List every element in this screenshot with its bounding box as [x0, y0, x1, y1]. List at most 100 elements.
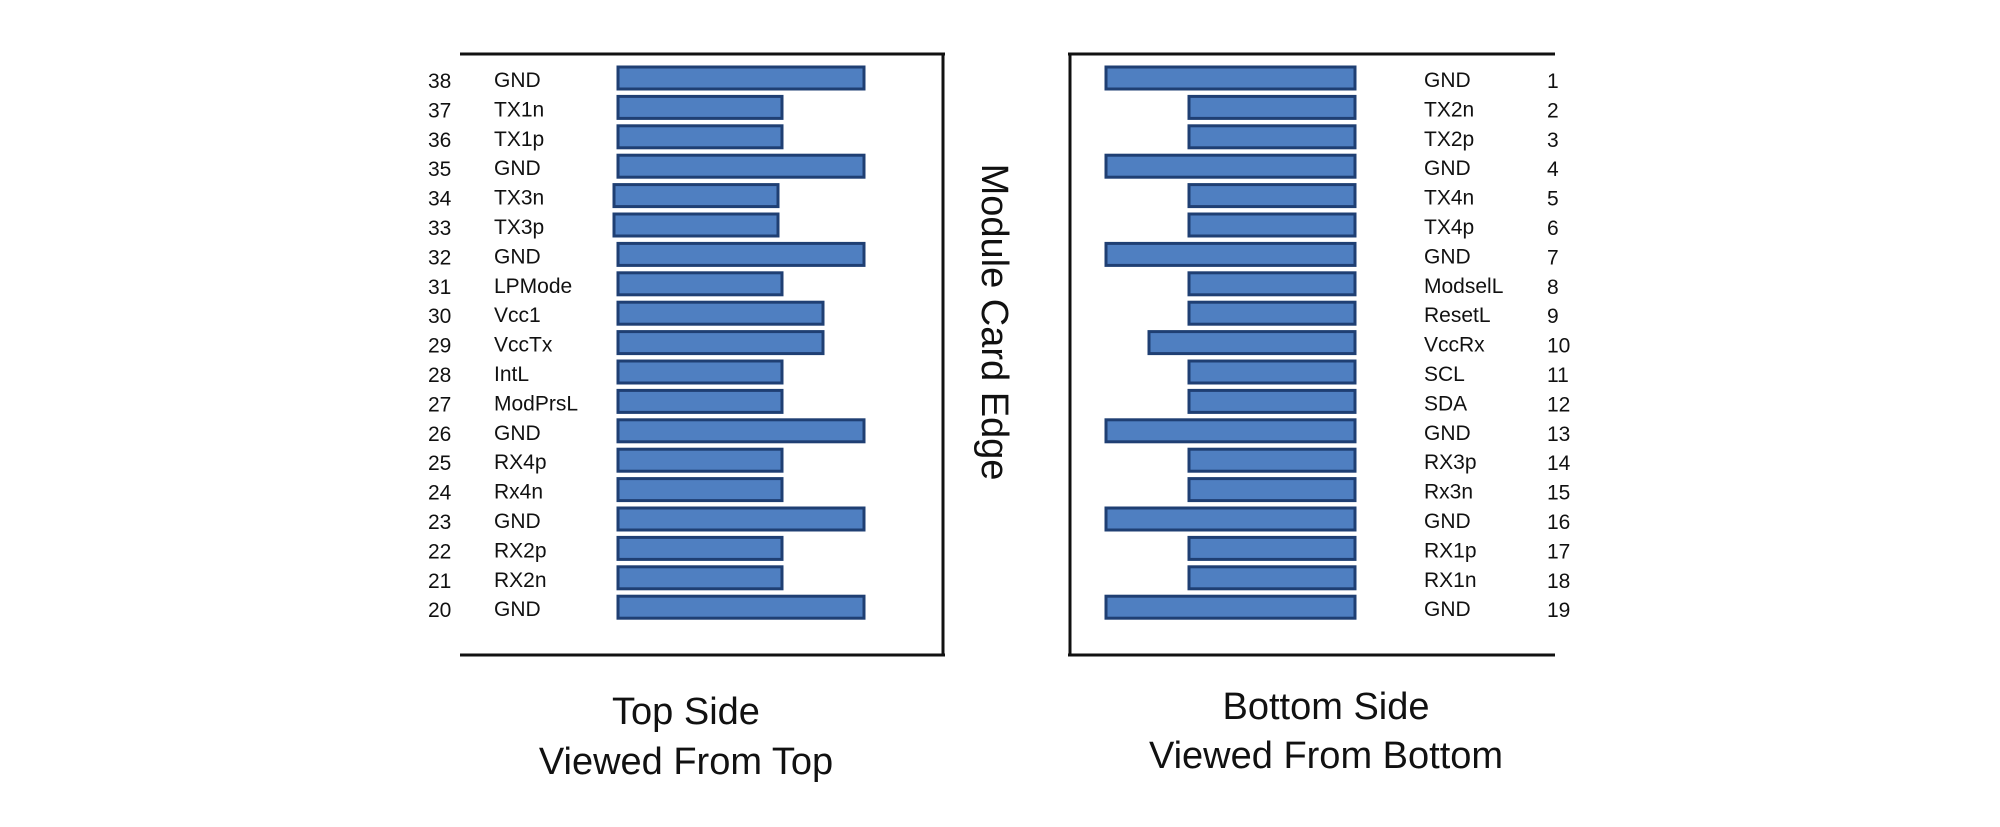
bottom-pin-row: RX1n 18 [1187, 565, 1570, 593]
bottom-pin-number: 13 [1547, 423, 1570, 446]
bottom-pin-pad [1187, 183, 1357, 209]
top-pin-number: 36 [428, 129, 451, 152]
bottom-pin-signal: SDA [1424, 392, 1467, 415]
bottom-pin-number: 6 [1547, 217, 1559, 240]
bottom-pin-signal: ModselL [1424, 275, 1503, 298]
bottom-pin-pad [1187, 124, 1357, 150]
bottom-pin-row: SDA 12 [1187, 388, 1570, 416]
top-pin-pad [616, 241, 866, 267]
top-pin-number: 22 [428, 540, 451, 563]
bottom-pin-row: GND 13 [1104, 418, 1570, 446]
bottom-pin-row: VccRx 10 [1147, 330, 1570, 358]
top-pin-row: 23 GND [428, 506, 866, 534]
bottom-pin-signal: SCL [1424, 363, 1465, 386]
top-pin-signal: TX1n [494, 98, 544, 121]
top-pin-row: 29 VccTx [428, 330, 825, 358]
bottom-pin-pad [1187, 212, 1357, 238]
top-pin-signal: GND [494, 422, 541, 445]
bottom-pin-number: 1 [1547, 70, 1559, 93]
bottom-pin-pad [1187, 94, 1357, 120]
bottom-side-pin-list: GND 1 TX2n 2 TX2p 3 GND 4 TX4n 5 TX4p 6 GND 7 ModselL 8… [1104, 65, 1571, 622]
bottom-pin-row: GND 1 [1104, 65, 1559, 93]
bottom-pin-pad [1104, 241, 1357, 267]
top-pin-pad [616, 535, 784, 561]
bottom-pin-pad [1187, 388, 1357, 414]
top-pin-row: 32 GND [428, 241, 866, 269]
bottom-pin-row: TX2p 3 [1187, 124, 1559, 152]
bottom-pin-signal: GND [1424, 69, 1471, 92]
bottom-pin-number: 5 [1547, 188, 1559, 211]
top-pin-number: 29 [428, 335, 451, 358]
bottom-pin-signal: TX2p [1424, 128, 1474, 151]
top-pin-pad [616, 359, 784, 385]
bottom-pin-signal: TX4p [1424, 216, 1474, 239]
bottom-pin-row: TX2n 2 [1187, 94, 1559, 122]
bottom-side-caption-line2: Viewed From Bottom [1149, 735, 1503, 777]
top-pin-number: 21 [428, 570, 451, 593]
top-pin-row: 34 TX3n [428, 183, 780, 211]
bottom-pin-pad [1187, 565, 1357, 591]
bottom-pin-row: RX3p 14 [1187, 447, 1571, 475]
bottom-pin-signal: GND [1424, 510, 1471, 533]
top-pin-number: 38 [428, 70, 451, 93]
top-pin-row: 33 TX3p [428, 212, 780, 240]
top-pin-pad [616, 124, 784, 150]
top-pin-signal: RX2p [494, 539, 547, 562]
module-card-edge-label: Module Card Edge [973, 164, 1015, 481]
top-pin-number: 20 [428, 599, 451, 622]
top-pin-signal: TX3n [494, 187, 544, 210]
top-pin-signal: RX4p [494, 451, 547, 474]
top-side-caption-line1: Top Side [612, 691, 760, 733]
top-pin-row: 30 Vcc1 [428, 300, 825, 328]
top-side-frame [460, 52, 945, 657]
top-pin-number: 31 [428, 276, 451, 299]
top-pin-pad [616, 300, 825, 326]
bottom-pin-pad [1187, 535, 1357, 561]
bottom-pin-signal: RX1n [1424, 569, 1477, 592]
top-pin-row: 31 LPMode [428, 271, 784, 299]
bottom-pin-number: 2 [1547, 99, 1559, 122]
top-pin-signal: GND [494, 69, 541, 92]
bottom-pin-number: 10 [1547, 335, 1570, 358]
bottom-pin-signal: GND [1424, 157, 1471, 180]
top-pin-pad [616, 388, 784, 414]
bottom-pin-number: 9 [1547, 305, 1559, 328]
top-pin-number: 37 [428, 99, 451, 122]
top-pin-row: 20 GND [428, 594, 866, 622]
top-pin-signal: GND [494, 510, 541, 533]
bottom-side-caption-line1: Bottom Side [1223, 686, 1430, 728]
top-pin-pad [616, 506, 866, 532]
bottom-pin-pad [1104, 506, 1357, 532]
top-pin-number: 32 [428, 246, 451, 269]
top-pin-pad [616, 565, 784, 591]
top-pin-row: 35 GND [428, 153, 866, 181]
top-pin-row: 28 IntL [428, 359, 784, 387]
top-pin-pad [616, 418, 866, 444]
bottom-pin-row: GND 4 [1104, 153, 1559, 181]
bottom-side-frame [1068, 52, 1555, 657]
top-pin-signal: GND [494, 245, 541, 268]
top-pin-pad [616, 477, 784, 503]
top-pin-pad [616, 330, 825, 356]
top-pin-row: 38 GND [428, 65, 866, 93]
top-pin-pad [612, 183, 780, 209]
top-pin-pad [616, 447, 784, 473]
top-pin-signal: RX2n [494, 569, 547, 592]
top-pin-signal: Rx4n [494, 481, 543, 504]
top-pin-pad [616, 65, 866, 91]
bottom-pin-pad [1187, 477, 1357, 503]
top-pin-number: 27 [428, 393, 451, 416]
top-pin-signal: LPMode [494, 275, 572, 298]
bottom-pin-signal: RX3p [1424, 451, 1477, 474]
top-pin-signal: VccTx [494, 334, 553, 357]
top-pin-signal: ModPrsL [494, 392, 578, 415]
top-pin-row: 37 TX1n [428, 94, 784, 122]
top-pin-number: 33 [428, 217, 451, 240]
bottom-pin-pad [1187, 271, 1357, 297]
bottom-pin-row: TX4n 5 [1187, 183, 1559, 211]
bottom-pin-number: 11 [1547, 364, 1569, 387]
bottom-pin-row: GND 7 [1104, 241, 1559, 269]
bottom-pin-number: 4 [1547, 158, 1559, 181]
top-pin-signal: Vcc1 [494, 304, 541, 327]
